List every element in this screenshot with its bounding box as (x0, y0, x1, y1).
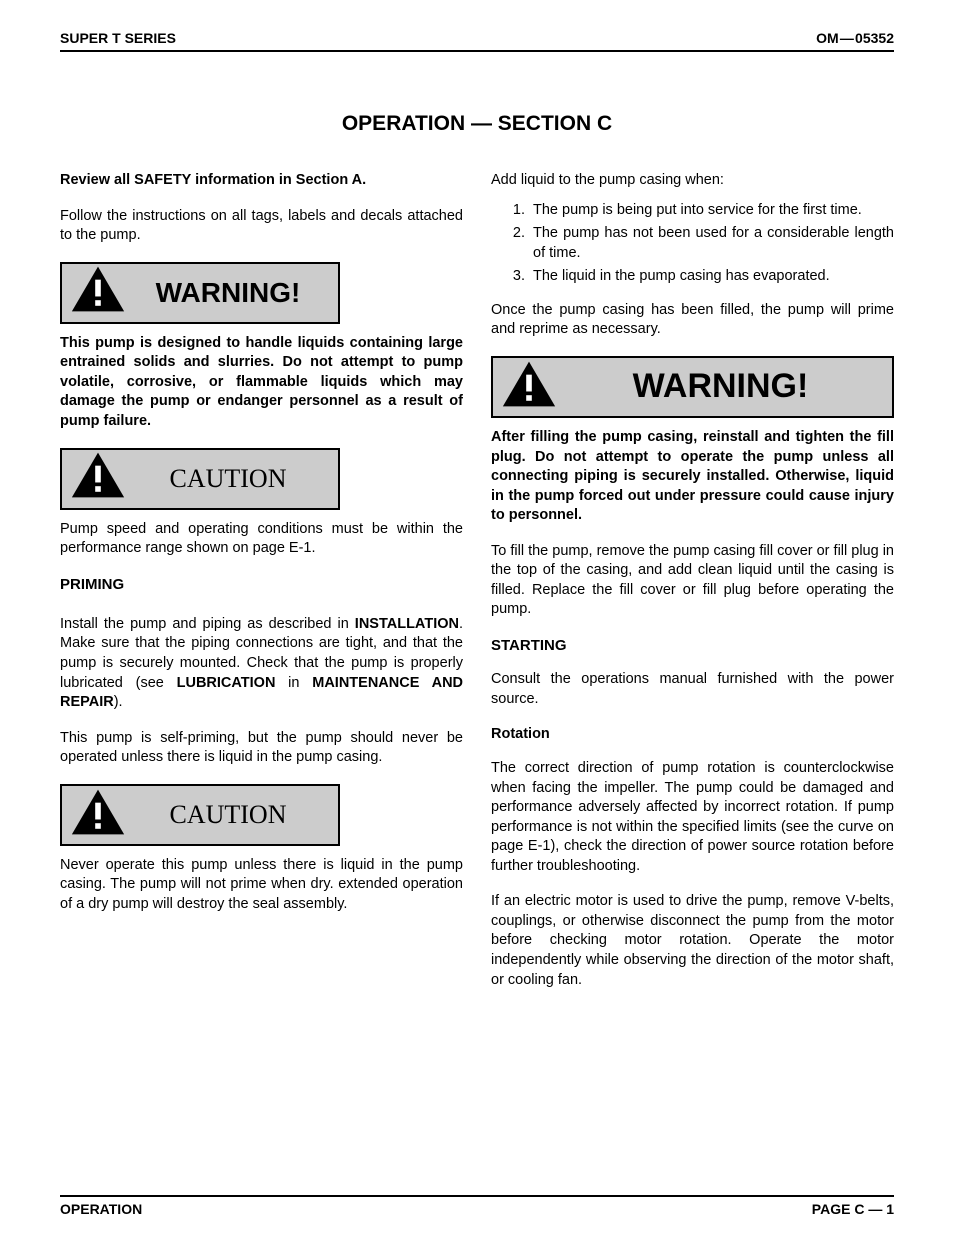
add-liquid-intro: Add liquid to the pump casing when: (491, 171, 894, 191)
warning-box-1: WARNING! (60, 262, 340, 324)
rotation-p1: The correct direction of pump rotation i… (491, 759, 894, 876)
text: Install the pump and piping as described… (60, 616, 355, 632)
text: in (275, 675, 312, 691)
warning-label-1: WARNING! (126, 274, 330, 312)
warning-label-2: WARNING! (557, 364, 884, 410)
priming-p1: Install the pump and piping as described… (60, 615, 463, 713)
page: SUPER T SERIES OM — 05352 OPERATION — SE… (0, 0, 954, 1235)
caution-text-2: Never operate this pump unless there is … (60, 856, 463, 915)
review-safety: Review all SAFETY information in Section… (60, 171, 463, 191)
footer-right: PAGE C — 1 (812, 1201, 894, 1217)
warning-box-2: WARNING! (491, 356, 894, 418)
priming-heading: PRIMING (60, 575, 463, 595)
text: ). (114, 694, 123, 710)
list-item: The pump is being put into service for t… (529, 201, 894, 221)
header-right: OM — 05352 (816, 30, 894, 46)
text-bold: LUBRICATION (177, 675, 276, 691)
follow-instructions: Follow the instructions on all tags, lab… (60, 207, 463, 246)
priming-p2: This pump is self-priming, but the pump … (60, 729, 463, 768)
rotation-p2: If an electric motor is used to drive th… (491, 892, 894, 990)
add-liquid-list: The pump is being put into service for t… (491, 201, 894, 287)
list-item: The pump has not been used for a conside… (529, 224, 894, 263)
caution-box-1: CAUTION (60, 448, 340, 510)
warning-text-2: After filling the pump casing, reinstall… (491, 428, 894, 526)
consult-manual: Consult the operations manual furnished … (491, 670, 894, 709)
caution-box-2: CAUTION (60, 784, 340, 846)
page-header: SUPER T SERIES OM — 05352 (60, 30, 894, 52)
content-columns: Review all SAFETY information in Section… (60, 171, 894, 990)
warning-icon (501, 359, 557, 416)
footer-left: OPERATION (60, 1201, 142, 1217)
fill-instructions: To fill the pump, remove the pump casing… (491, 542, 894, 620)
caution-text-1: Pump speed and operating conditions must… (60, 520, 463, 559)
caution-label-1: CAUTION (126, 461, 330, 496)
caution-icon (70, 787, 126, 844)
section-title: OPERATION — SECTION C (60, 112, 894, 136)
once-filled: Once the pump casing has been filled, th… (491, 301, 894, 340)
warning-icon (70, 264, 126, 321)
caution-icon (70, 450, 126, 507)
list-item: The liquid in the pump casing has evapor… (529, 267, 894, 287)
caution-label-2: CAUTION (126, 797, 330, 832)
text-bold: INSTALLATION (355, 616, 459, 632)
left-column: Review all SAFETY information in Section… (60, 171, 463, 990)
starting-heading: STARTING (491, 636, 894, 656)
page-footer: OPERATION PAGE C — 1 (60, 1195, 894, 1217)
warning-text-1: This pump is designed to handle liquids … (60, 334, 463, 432)
right-column: Add liquid to the pump casing when: The … (491, 171, 894, 990)
header-left: SUPER T SERIES (60, 30, 176, 46)
rotation-heading: Rotation (491, 725, 894, 745)
